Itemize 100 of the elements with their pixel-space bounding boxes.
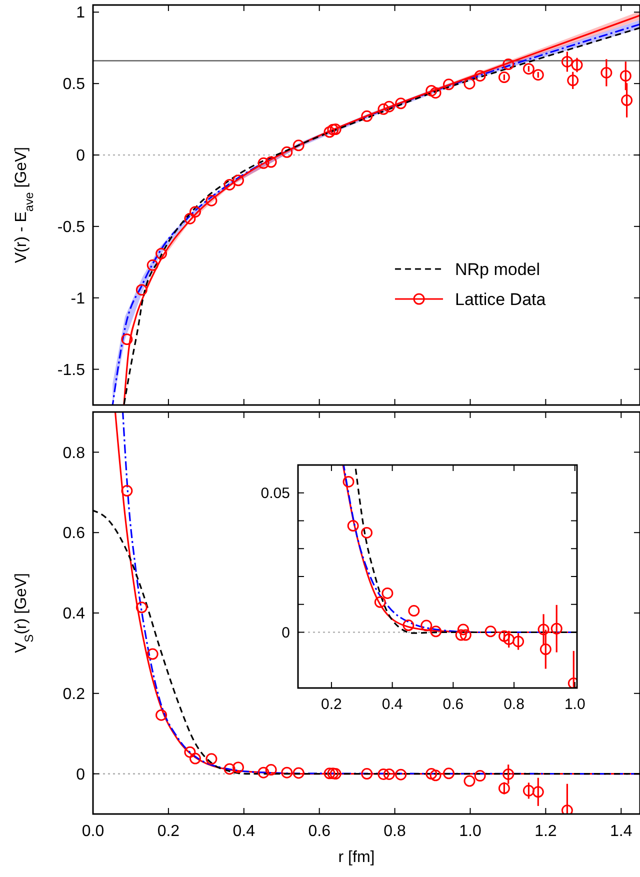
x-tick-label: 0.2	[321, 696, 342, 713]
point	[281, 766, 293, 778]
point	[442, 78, 454, 90]
point	[342, 476, 354, 488]
point	[136, 284, 148, 296]
point	[232, 762, 244, 774]
x-tick-label: 1.0	[564, 696, 586, 713]
point	[402, 620, 414, 632]
point	[374, 596, 386, 608]
x-tick-label: 0.8	[504, 696, 524, 713]
point	[184, 746, 196, 758]
x-tick-label: 1.4	[610, 823, 632, 840]
x-tick-label: 0.6	[308, 823, 331, 840]
point	[408, 605, 420, 617]
point	[184, 212, 196, 224]
point	[512, 636, 524, 648]
point	[426, 84, 438, 96]
point	[189, 752, 201, 764]
point	[620, 70, 632, 82]
point	[430, 626, 442, 638]
point	[206, 753, 218, 765]
legend-label: Lattice Data	[455, 290, 546, 309]
point	[347, 520, 359, 532]
point	[420, 620, 432, 632]
point	[455, 629, 467, 641]
point	[121, 334, 133, 346]
point	[457, 624, 469, 636]
point	[292, 140, 304, 152]
point	[189, 206, 201, 218]
x-tick-label: 0.4	[232, 823, 256, 840]
point	[327, 768, 339, 780]
point	[498, 782, 510, 794]
point	[474, 70, 486, 82]
point	[324, 768, 336, 780]
point	[378, 768, 390, 780]
point	[232, 174, 244, 186]
point	[426, 768, 438, 780]
point	[156, 709, 168, 721]
point	[621, 94, 633, 106]
point	[532, 786, 544, 798]
point	[561, 56, 573, 68]
point	[498, 630, 510, 642]
y-tick-label: 1	[76, 4, 86, 22]
point	[540, 644, 552, 656]
point	[498, 72, 510, 84]
point	[361, 526, 373, 538]
point	[561, 804, 573, 814]
y-tick-label: 0.05	[260, 485, 290, 502]
point	[474, 770, 486, 782]
point	[327, 124, 339, 136]
point	[464, 78, 476, 90]
point	[330, 768, 342, 780]
point	[550, 622, 562, 634]
y-tick-label: 0.5	[62, 76, 86, 94]
point	[532, 69, 544, 81]
legend-label: NRp model	[455, 260, 540, 279]
point	[395, 768, 407, 780]
point	[224, 763, 236, 775]
x-tick-label: 0.4	[382, 696, 403, 713]
point	[430, 770, 442, 782]
point	[395, 98, 407, 110]
point	[502, 768, 514, 780]
point	[224, 178, 236, 190]
x-tick-label: 0.0	[82, 823, 104, 840]
x-tick-label: 1.2	[534, 823, 557, 840]
x-tick-label: 0.6	[442, 696, 464, 713]
point	[121, 485, 133, 497]
point	[442, 768, 454, 780]
point	[281, 146, 293, 158]
point	[206, 194, 218, 206]
point	[522, 784, 534, 796]
point	[503, 633, 515, 645]
point	[502, 58, 514, 70]
y-tick-label: 0	[282, 624, 290, 642]
point	[330, 124, 342, 136]
point	[538, 624, 550, 636]
point	[460, 629, 472, 641]
point	[265, 764, 277, 776]
x-tick-label: 0.2	[157, 823, 180, 840]
x-tick-label: 1.0	[459, 823, 482, 840]
point	[156, 248, 168, 260]
y-tick-label: 0.6	[62, 525, 86, 542]
point	[430, 87, 442, 99]
point	[378, 103, 390, 115]
x-tick-label: 0.8	[384, 823, 406, 840]
y-tick-label: -1	[70, 290, 86, 308]
x-axis-title: r [fm]	[338, 849, 375, 866]
point	[136, 602, 148, 614]
y-tick-label: 0.4	[62, 606, 86, 623]
point	[258, 766, 270, 778]
point	[146, 259, 158, 271]
point	[383, 100, 395, 112]
point	[522, 63, 534, 75]
point	[361, 768, 373, 780]
point	[600, 66, 612, 78]
point	[324, 126, 336, 138]
point	[258, 157, 270, 169]
point	[361, 110, 373, 122]
point	[382, 587, 394, 599]
y-tick-label: -0.5	[57, 219, 86, 236]
